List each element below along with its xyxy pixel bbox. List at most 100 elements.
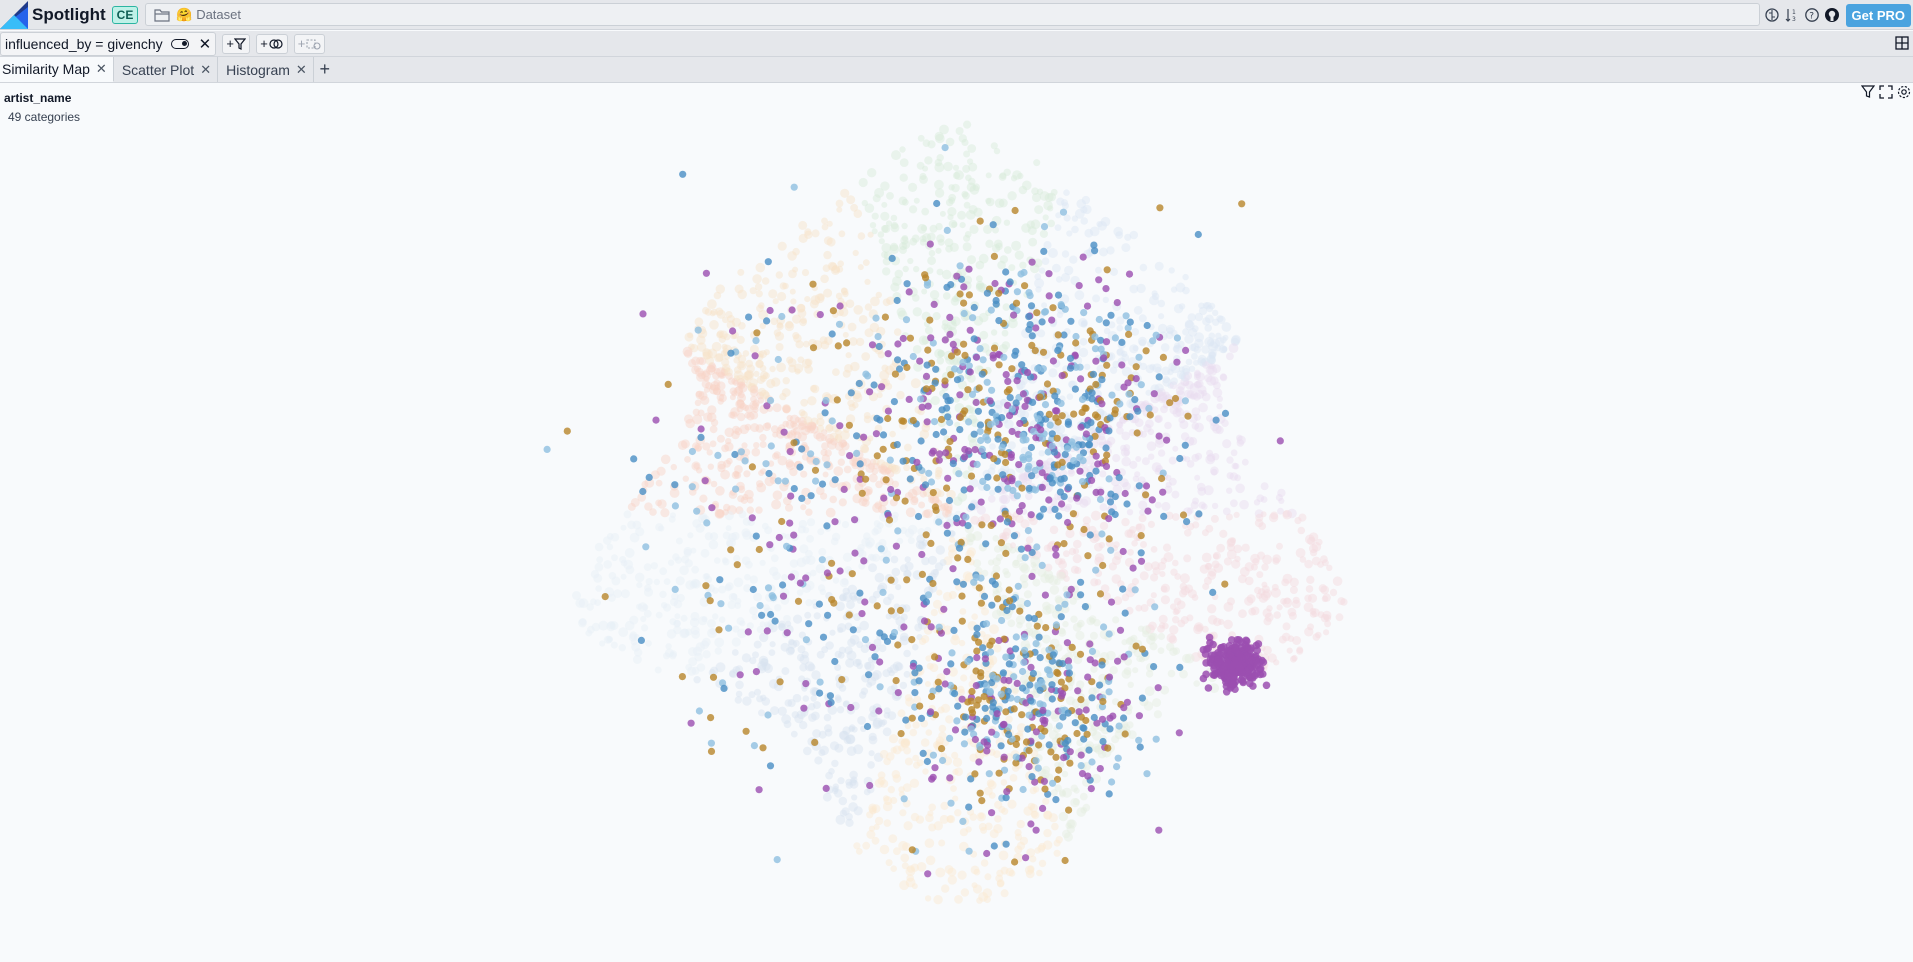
add-similarity-filter-button[interactable]: + [256,33,288,54]
help-icon[interactable]: ? [1804,7,1820,23]
selection-icon [306,38,321,50]
svg-text:3: 3 [1792,16,1796,23]
map-point [706,449,713,456]
map-point [972,884,983,894]
filter-funnel-icon[interactable] [1861,85,1875,99]
sort-numbers-icon[interactable]: 13 [1784,7,1800,23]
map-point [1003,571,1011,579]
map-point [738,322,746,330]
add-selection-filter-button[interactable]: + [293,33,326,54]
map-point [764,258,772,266]
map-point [846,746,857,756]
map-point [966,368,974,376]
map-point [1135,736,1143,744]
map-point [714,557,721,564]
map-point [1054,224,1062,232]
map-point [725,582,734,591]
map-point [976,505,986,515]
map-point [1132,642,1140,650]
filter-toggle[interactable] [170,38,189,49]
map-point [826,438,833,445]
map-point [797,645,806,654]
map-point [1172,445,1179,452]
map-point [1000,779,1008,786]
map-point [743,584,752,593]
map-point [912,294,920,302]
map-point [1292,636,1302,645]
add-tab-plus-icon[interactable]: + [319,59,331,79]
map-point [798,675,806,683]
map-point [1198,402,1208,413]
map-point [867,676,877,686]
map-point [1044,563,1053,572]
map-point [572,591,581,600]
dataset-selector[interactable]: 🤗 Dataset [145,3,1760,26]
brain-icon[interactable] [1764,7,1780,23]
map-point [928,775,936,783]
map-point [762,391,770,399]
map-point [951,690,959,698]
filter-chip[interactable]: influenced_by = givenchy ✕ [0,31,217,56]
similarity-map-canvas[interactable] [0,84,1913,962]
tab-histogram[interactable]: Histogram ✕ [218,57,314,82]
close-tab-icon[interactable]: ✕ [200,61,212,77]
map-point [994,595,1002,603]
map-point [1089,226,1100,237]
map-point [874,187,885,198]
add-filter-button[interactable]: + [222,33,251,54]
remove-filter-close-icon[interactable]: ✕ [198,35,212,53]
map-point [1157,647,1165,654]
map-point [1056,488,1064,496]
map-point [1187,313,1196,322]
map-point [872,503,882,513]
map-point [722,508,729,516]
map-point [724,584,732,592]
map-point [836,302,844,310]
map-point [961,407,969,415]
map-point [837,651,845,659]
map-point [902,783,912,792]
map-point [938,406,946,414]
map-point [1067,496,1074,503]
folder-icon[interactable] [154,8,170,22]
map-point [653,578,660,586]
map-point [794,416,801,423]
map-point [1068,643,1076,652]
map-point [962,192,970,200]
map-point [709,440,717,448]
map-point [990,252,999,260]
map-point [1012,170,1022,180]
map-point [1064,709,1072,717]
map-point [1181,365,1191,374]
map-point [776,362,786,373]
map-point [1076,807,1086,817]
tab-similarity-map[interactable]: Similarity Map ✕ [0,57,114,82]
map-point [734,471,742,479]
map-point [1170,363,1181,374]
close-tab-icon[interactable]: ✕ [95,61,107,76]
map-point [1002,303,1011,311]
map-point [1039,365,1047,373]
map-point [1068,547,1077,556]
map-point [1191,594,1199,601]
map-point [655,611,663,619]
settings-gear-icon[interactable] [1897,85,1911,99]
map-point [893,328,902,336]
github-icon[interactable] [1824,7,1840,23]
tab-scatter-plot[interactable]: Scatter Plot ✕ [114,57,219,82]
map-point [1182,380,1190,387]
map-point [863,661,872,670]
map-point [1186,460,1195,468]
map-point [867,553,875,561]
map-point [1042,601,1051,611]
map-point [957,870,967,880]
close-tab-icon[interactable]: ✕ [295,61,307,77]
map-point [876,522,884,529]
map-point [1207,604,1217,614]
map-point [903,821,913,831]
get-pro-button[interactable]: Get PRO [1845,3,1911,27]
fullscreen-icon[interactable] [1879,85,1893,99]
map-point [1160,595,1170,605]
map-point [1058,500,1066,508]
layout-grid-icon[interactable] [1895,36,1909,50]
